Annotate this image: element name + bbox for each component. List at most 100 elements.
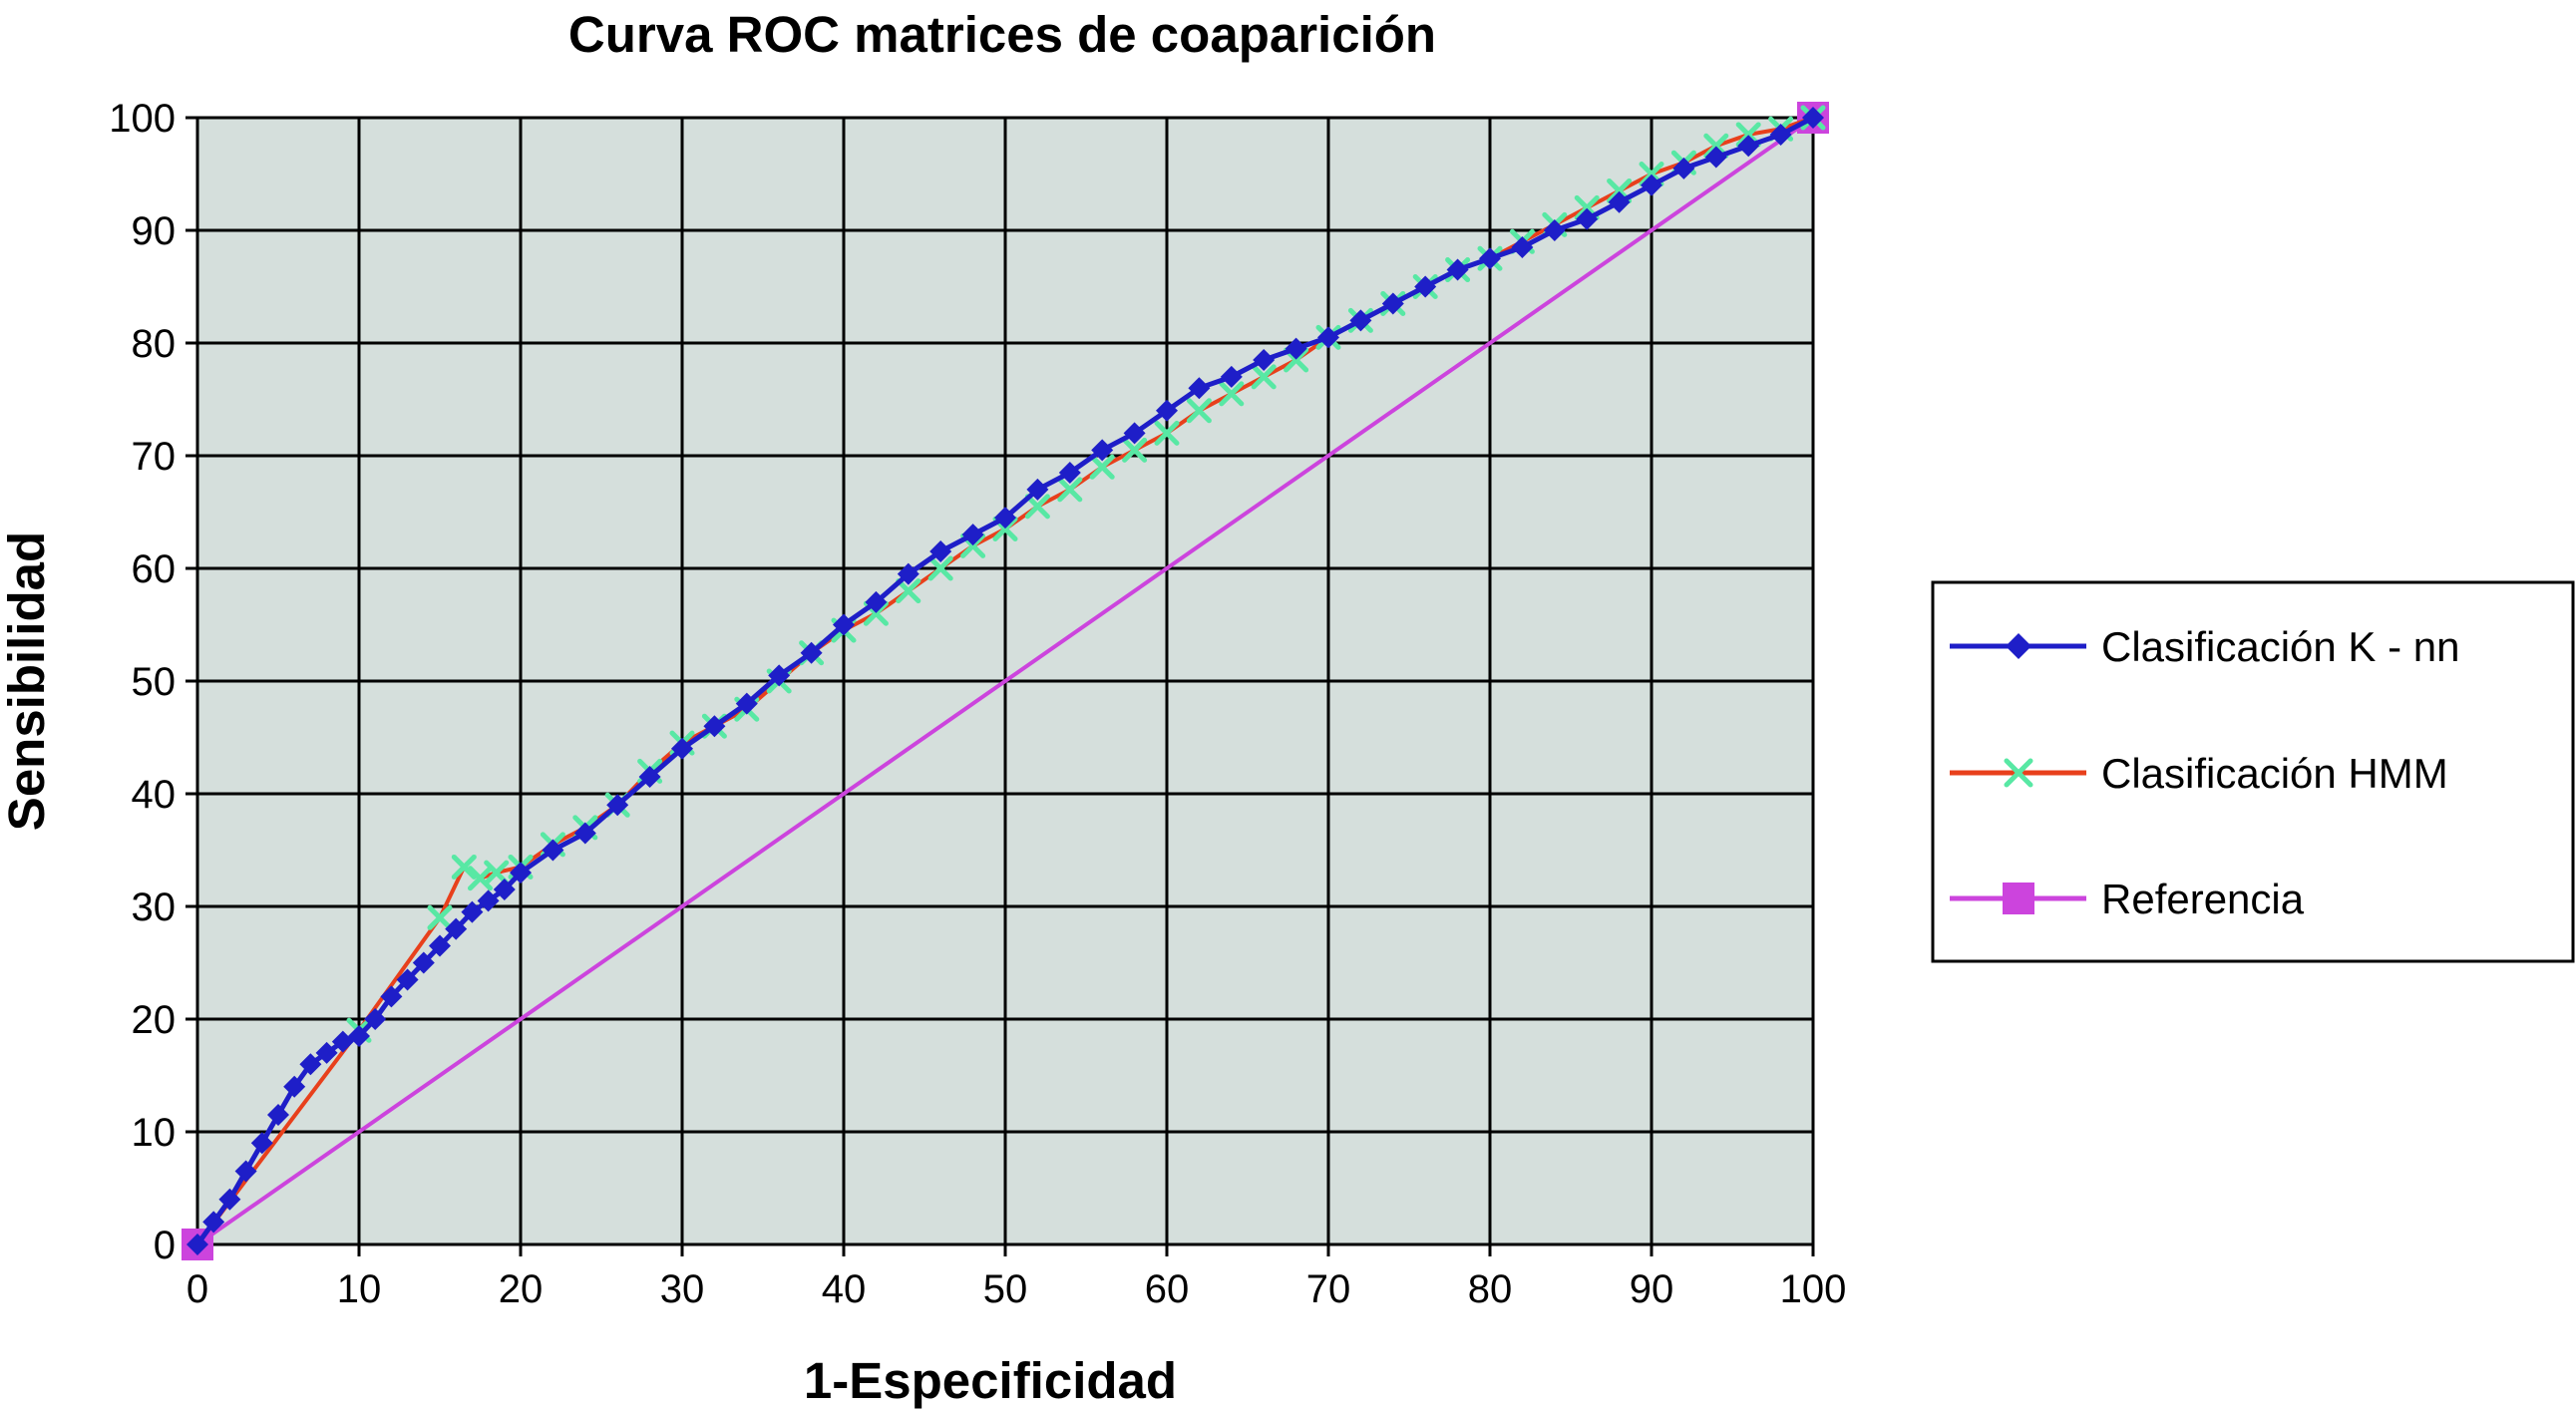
hmm-point [1251, 364, 1277, 390]
hmm-point [927, 555, 953, 581]
knn-point [1349, 309, 1372, 332]
knn-point [218, 1188, 241, 1211]
hmm-point [1089, 454, 1115, 480]
y-tick-label: 80 [132, 322, 177, 366]
hmm-point [1122, 437, 1148, 463]
knn-point [380, 985, 403, 1008]
knn-point [768, 664, 791, 687]
knn-point [1317, 326, 1339, 349]
legend-entry: Clasificación HMM [1950, 750, 2448, 797]
knn-point [250, 1132, 273, 1155]
knn-point [1672, 157, 1695, 179]
hmm-point [484, 860, 510, 885]
knn-point [1511, 235, 1534, 258]
knn-point [897, 562, 920, 585]
knn-point [961, 524, 984, 546]
knn-point [542, 839, 564, 862]
knn-point [1091, 439, 1114, 462]
y-tick-label: 10 [132, 1111, 177, 1155]
hmm-point [1024, 494, 1050, 520]
hmm-point [1186, 398, 1212, 424]
knn-point [186, 1234, 208, 1255]
knn-point [348, 1024, 370, 1047]
knn-point [735, 692, 758, 715]
knn-point [929, 540, 952, 563]
y-tick-label: 20 [132, 998, 177, 1042]
x-tick-label: 90 [1630, 1267, 1674, 1311]
knn-point [573, 822, 596, 845]
knn-point [412, 951, 435, 974]
legend-label: Referencia [2101, 876, 2305, 922]
knn-point [703, 715, 726, 738]
hmm-point [427, 904, 453, 930]
knn-point [1446, 258, 1469, 281]
knn-point [671, 737, 693, 760]
series-clasificacion-knn [186, 107, 1824, 1255]
y-tick-label: 40 [132, 773, 177, 817]
legend-entry: Referencia [1950, 876, 2305, 922]
knn-point [1769, 123, 1792, 146]
x-tick-label: 20 [499, 1267, 544, 1311]
knn-point [315, 1041, 338, 1064]
knn-point [1220, 365, 1243, 388]
x-tick-label: 50 [983, 1267, 1028, 1311]
knn-point [202, 1211, 225, 1234]
x-tick-label: 80 [1468, 1267, 1513, 1311]
hmm-point [1219, 381, 1245, 407]
series-layer [182, 102, 1829, 1260]
y-tick-label: 60 [132, 547, 177, 591]
knn-point [445, 917, 468, 940]
hmm-point [451, 854, 477, 880]
x-axis: 0 10 20 30 40 50 60 70 80 90 100 [186, 1244, 1847, 1311]
knn-point [493, 879, 516, 901]
knn-point [994, 507, 1016, 530]
legend-swatch-marker [2003, 883, 2034, 914]
legend-entry: Clasificación K - nn [1950, 623, 2459, 670]
x-tick-label: 30 [660, 1267, 705, 1311]
series-line-referencia [195, 116, 1815, 1246]
legend-label: Clasificación HMM [2101, 750, 2448, 797]
legend-items: Clasificación K - nn Clasificación HMM Ref… [1950, 623, 2459, 922]
x-tick-label: 0 [186, 1267, 208, 1311]
x-tick-label: 40 [822, 1267, 867, 1311]
knn-point [299, 1053, 322, 1076]
x-tick-label: 70 [1306, 1267, 1351, 1311]
legend-swatch-marker [2004, 758, 2033, 788]
knn-point [833, 613, 855, 636]
knn-point [234, 1160, 257, 1183]
knn-point [865, 590, 888, 613]
knn-point [1188, 377, 1211, 400]
y-axis: 0 10 20 30 40 50 60 70 80 90 100 [109, 97, 197, 1267]
knn-point [800, 641, 823, 664]
y-tick-label: 50 [132, 660, 177, 704]
hmm-point [1154, 420, 1180, 446]
x-axis-title: 1-Especificidad [804, 1352, 1177, 1409]
knn-point [638, 766, 661, 789]
hmm-point [1057, 477, 1083, 503]
knn-point [429, 934, 451, 957]
knn-point [461, 900, 484, 923]
legend-label: Clasificación K - nn [2101, 623, 2459, 670]
y-tick-label: 100 [109, 97, 176, 141]
knn-point [1641, 174, 1662, 196]
y-axis-title: Sensibilidad [0, 531, 55, 831]
hmm-point [896, 578, 921, 604]
knn-point [1381, 292, 1404, 315]
y-tick-label: 30 [132, 885, 177, 929]
knn-point [1737, 135, 1760, 158]
knn-point [1156, 399, 1178, 422]
knn-point [510, 862, 532, 884]
knn-point [1058, 461, 1081, 484]
knn-point [1576, 207, 1599, 230]
knn-point [1285, 337, 1307, 360]
knn-point [283, 1075, 306, 1098]
knn-point [606, 794, 629, 817]
knn-point [1253, 348, 1276, 371]
y-tick-label: 90 [132, 209, 177, 253]
legend: Clasificación K - nn Clasificación HMM Ref… [1931, 580, 2575, 963]
knn-point [1026, 478, 1049, 501]
knn-point [1543, 219, 1566, 241]
y-tick-label: 0 [154, 1224, 176, 1267]
x-tick-label: 100 [1780, 1267, 1847, 1311]
